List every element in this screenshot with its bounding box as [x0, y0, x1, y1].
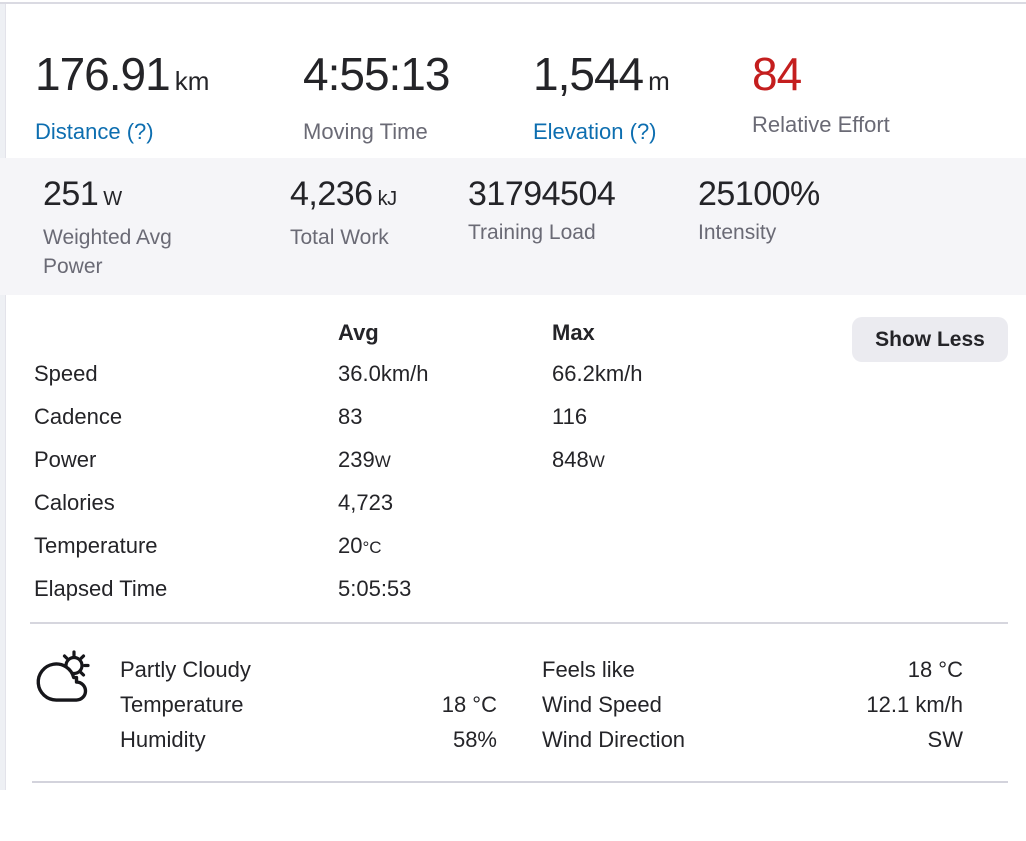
weather-wind-direction-value: SW	[927, 727, 963, 752]
moving-time-label: Moving Time	[303, 119, 428, 144]
bottom-divider	[32, 781, 1008, 783]
elevation-label-link[interactable]: Elevation (?)	[533, 119, 657, 144]
column-header-avg: Avg	[338, 320, 379, 345]
avg-value: 20°C	[338, 533, 382, 558]
total-work-value: 4,236 kJ	[290, 174, 397, 219]
moving-time-number: 4:55:13	[303, 48, 450, 100]
distance-value: 176.91 km	[35, 48, 209, 107]
relative-effort-value: 84	[752, 48, 890, 100]
avg-value: 4,723	[338, 490, 394, 515]
stat-relative-effort: 84 Relative Effort	[752, 48, 890, 138]
row-label: Elapsed Time	[34, 576, 168, 601]
weather-condition: Partly Cloudy	[120, 657, 251, 682]
distance-number: 176.91	[35, 48, 171, 100]
total-work-unit: kJ	[377, 188, 398, 210]
stat-total-work: 4,236 kJ Total Work	[290, 174, 397, 252]
show-less-button[interactable]: Show Less	[852, 317, 1008, 362]
weather-wind-speed-label: Wind Speed	[542, 692, 662, 717]
left-edge-strip	[0, 4, 6, 790]
weather-feels-like-label: Feels like	[542, 657, 635, 682]
avg-value: 36.0km/h	[338, 361, 429, 386]
weighted-avg-power-unit: W	[103, 188, 122, 210]
elevation-value: 1,544 m	[533, 48, 670, 107]
weather-feels-like-value: 18 °C	[907, 657, 963, 682]
weather-humidity-value: 58%	[452, 727, 497, 752]
total-work-number: 4,236	[290, 175, 373, 213]
weather-divider	[30, 622, 1008, 624]
training-load-number: 31794504	[468, 175, 616, 213]
weather-wind-speed-value: 12.1 km/h	[866, 692, 963, 717]
stat-weighted-avg-power: 251 W Weighted Avg Power	[43, 174, 228, 281]
distance-label-link[interactable]: Distance (?)	[35, 119, 154, 144]
weather-temperature-label: Temperature	[120, 692, 244, 717]
row-label: Power	[34, 447, 97, 472]
weighted-avg-power-label: Weighted Avg Power	[43, 226, 172, 278]
relative-effort-number: 84	[752, 48, 802, 100]
intensity-label: Intensity	[698, 221, 777, 244]
intensity-value: 25100%	[698, 174, 820, 214]
row-label: Temperature	[34, 533, 158, 558]
stat-intensity: 25100% Intensity	[698, 174, 820, 247]
training-load-value: 31794504	[468, 174, 616, 214]
weighted-avg-power-value: 251 W	[43, 174, 228, 219]
intensity-number: 25100%	[698, 175, 820, 213]
row-label: Calories	[34, 490, 115, 515]
moving-time-value: 4:55:13	[303, 48, 454, 107]
column-header-max: Max	[552, 320, 595, 345]
row-label: Speed	[34, 361, 98, 386]
weather-temperature-value: 18 °C	[441, 692, 497, 717]
partly-cloudy-icon	[34, 650, 92, 704]
weather-wind-direction-label: Wind Direction	[542, 727, 686, 752]
weighted-avg-power-number: 251	[43, 175, 99, 213]
top-border	[0, 2, 1026, 4]
relative-effort-label: Relative Effort	[752, 112, 890, 137]
elevation-unit: m	[648, 66, 670, 96]
max-value: 848W	[552, 447, 605, 472]
max-value: 66.2km/h	[552, 361, 643, 386]
elevation-number: 1,544	[533, 48, 644, 100]
stat-elevation: 1,544 m Elevation (?)	[533, 48, 670, 145]
avg-value: 83	[338, 404, 363, 429]
row-label: Cadence	[34, 404, 123, 429]
stat-distance: 176.91 km Distance (?)	[35, 48, 209, 145]
power-stats-band: 251 W Weighted Avg Power 4,236 kJ Total Wo…	[0, 158, 1026, 295]
stat-training-load: 31794504 Training Load	[468, 174, 616, 247]
weather-humidity-label: Humidity	[120, 727, 206, 752]
avg-value: 239W	[338, 447, 391, 472]
training-load-label: Training Load	[468, 221, 596, 244]
avg-value: 5:05:53	[338, 576, 412, 601]
stat-moving-time: 4:55:13 Moving Time	[303, 48, 454, 145]
distance-unit: km	[174, 66, 210, 96]
max-value: 116	[552, 404, 588, 429]
total-work-label: Total Work	[290, 226, 389, 249]
